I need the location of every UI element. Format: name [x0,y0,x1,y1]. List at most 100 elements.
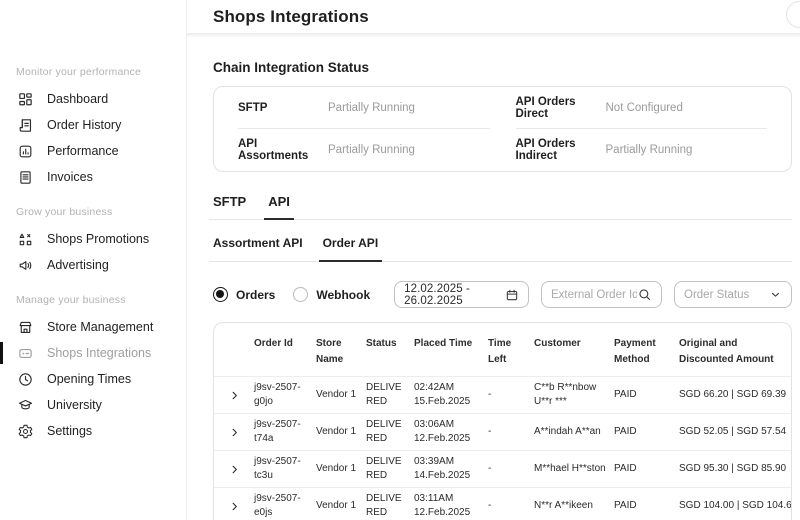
cell-store-name: Vendor 1 [316,389,357,400]
cell-amount: SGD 52.05 | SGD 57.54 [679,426,787,437]
status-item-label: SFTP [238,101,268,114]
orders-radio-label[interactable]: Orders [236,287,276,302]
status-item-value: Not Configured [605,101,683,114]
calendar-icon [505,288,519,302]
cell-customer: A**indah A**an [534,426,601,437]
status-item-label: API Orders Indirect [515,138,576,162]
sidebar-item-shops-integrations[interactable]: Shops Integrations [0,340,186,366]
sidebar-item-settings[interactable]: Settings [0,418,186,444]
sidebar-item-order-history[interactable]: Order History [0,112,186,138]
cell-amount: SGD 66.20 | SGD 69.39 [679,389,787,400]
cell-time-left: - [488,463,492,474]
status-item-api-orders-indirect: API Orders Indirect Partially Running [516,129,768,171]
cell-store-name: Vendor 1 [316,463,357,474]
tab-sftp[interactable]: SFTP [213,194,247,209]
expand-row-chevron-icon[interactable] [229,390,254,401]
date-range-picker[interactable]: 12.02.2025 - 26.02.2025 [394,281,530,308]
storefront-icon [16,318,34,336]
sidebar-item-opening-times[interactable]: Opening Times [0,366,186,392]
sidebar-item-university[interactable]: University [0,392,186,418]
sidebar-item-label: Order History [47,118,122,132]
chain-integration-status-heading: Chain Integration Status [213,60,370,75]
page-title: Shops Integrations [213,6,369,26]
chain-integration-status-card: SFTP Partially Running API Orders Direct… [213,86,792,172]
col-header-store-name: Store Name [316,338,344,365]
integration-tabs: SFTP API [209,194,792,220]
table-row[interactable]: j9sv-2507-e0js Vendor 1 DELIVERED 03:11A… [214,487,791,520]
col-header-status: Status [366,338,397,349]
orders-radio[interactable] [213,287,228,302]
col-header-placed-time: Placed Time [414,338,473,349]
cell-customer: N**r A**ikeen [534,500,593,511]
table-row[interactable]: j9sv-2507-g0jo Vendor 1 DELIVERED 02:42A… [214,376,791,413]
orders-table: Order Id Store Name Status Placed Time T… [213,322,792,520]
chevron-down-icon [769,288,782,301]
table-row[interactable]: j9sv-2507-tc3u Vendor 1 DELIVERED 03:39A… [214,450,791,487]
integrations-icon [16,344,34,362]
status-item-api-orders-direct: API Orders Direct Not Configured [515,87,767,129]
order-history-icon [16,116,34,134]
sidebar-item-advertising[interactable]: Advertising [0,252,186,278]
search-icon[interactable] [637,287,652,302]
expand-row-chevron-icon[interactable] [229,464,254,475]
sidebar-item-label: Opening Times [47,372,132,386]
sidebar-item-label: Shops Integrations [47,346,152,360]
status-item-value: Partially Running [328,101,415,114]
sidebar-item-label: Store Management [47,320,154,334]
order-filters: Orders Webhook 12.02.2025 - 26.02.2025 [213,281,792,308]
cell-order-id: j9sv-2507-g0jo [254,382,301,407]
cell-payment-method: PAID [614,500,637,511]
col-header-amount: Original and Discounted Amount [679,338,774,365]
expand-row-chevron-icon[interactable] [229,501,254,512]
tab-assortment-api[interactable]: Assortment API [213,236,303,250]
top-bar: Shops Integrations [187,0,800,33]
invoices-icon [16,168,34,186]
sidebar-item-invoices[interactable]: Invoices [0,164,186,190]
webhook-radio-label[interactable]: Webhook [316,287,371,302]
sidebar-item-dashboard[interactable]: Dashboard [0,86,186,112]
col-header-time-left: Time Left [488,338,512,365]
cell-placed-time: 03:39AM 14.Feb.2025 [414,456,471,481]
status-item-sftp: SFTP Partially Running [238,87,490,129]
tab-api[interactable]: API [264,194,294,220]
cell-order-id: j9sv-2507-tc3u [254,456,301,481]
tab-order-api[interactable]: Order API [318,236,383,262]
cell-time-left: - [488,500,492,511]
megaphone-icon [16,256,34,274]
cell-store-name: Vendor 1 [316,500,357,511]
external-order-id-input[interactable] [551,288,638,301]
order-status-select[interactable]: Order Status [674,281,792,308]
cell-status: DELIVERED [366,419,402,444]
sidebar-item-label: Performance [47,144,119,158]
sidebar-item-label: Dashboard [47,92,109,106]
cell-status: DELIVERED [366,456,402,481]
expand-row-chevron-icon[interactable] [229,427,254,438]
sidebar-item-performance[interactable]: Performance [0,138,186,164]
webhook-radio[interactable] [293,287,309,302]
avatar[interactable] [786,1,800,28]
col-header-payment-method: Payment Method [614,338,656,365]
sidebar-section-label: Grow your business [16,206,113,218]
cell-store-name: Vendor 1 [316,426,357,437]
cell-customer: C**b R**nbow U**r *** [534,382,597,407]
cell-payment-method: PAID [614,389,637,400]
sidebar-item-label: Advertising [47,258,109,272]
sidebar-section-label: Manage your business [16,294,126,306]
status-item-api-assortments: API Assortments Partially Running [238,129,490,171]
clock-icon [16,370,34,388]
order-status-placeholder: Order Status [684,288,750,301]
col-header-order-id: Order Id [254,338,293,349]
status-item-value: Partially Running [605,144,693,156]
sidebar-item-label: Invoices [47,170,93,184]
sidebar-item-shops-promotions[interactable]: Shops Promotions [0,226,186,252]
dashboard-icon [16,90,34,108]
sidebar-section-label: Monitor your performance [16,66,142,78]
performance-icon [16,142,34,160]
table-row[interactable]: j9sv-2507-t74a Vendor 1 DELIVERED 03:06A… [214,413,791,450]
status-item-label: API Assortments [238,138,309,162]
main-area: Shops Integrations Chain Integration Sta… [187,0,800,520]
sidebar-item-label: Shops Promotions [47,232,150,246]
sidebar-item-store-management[interactable]: Store Management [0,314,186,340]
status-item-value: Partially Running [328,144,415,156]
